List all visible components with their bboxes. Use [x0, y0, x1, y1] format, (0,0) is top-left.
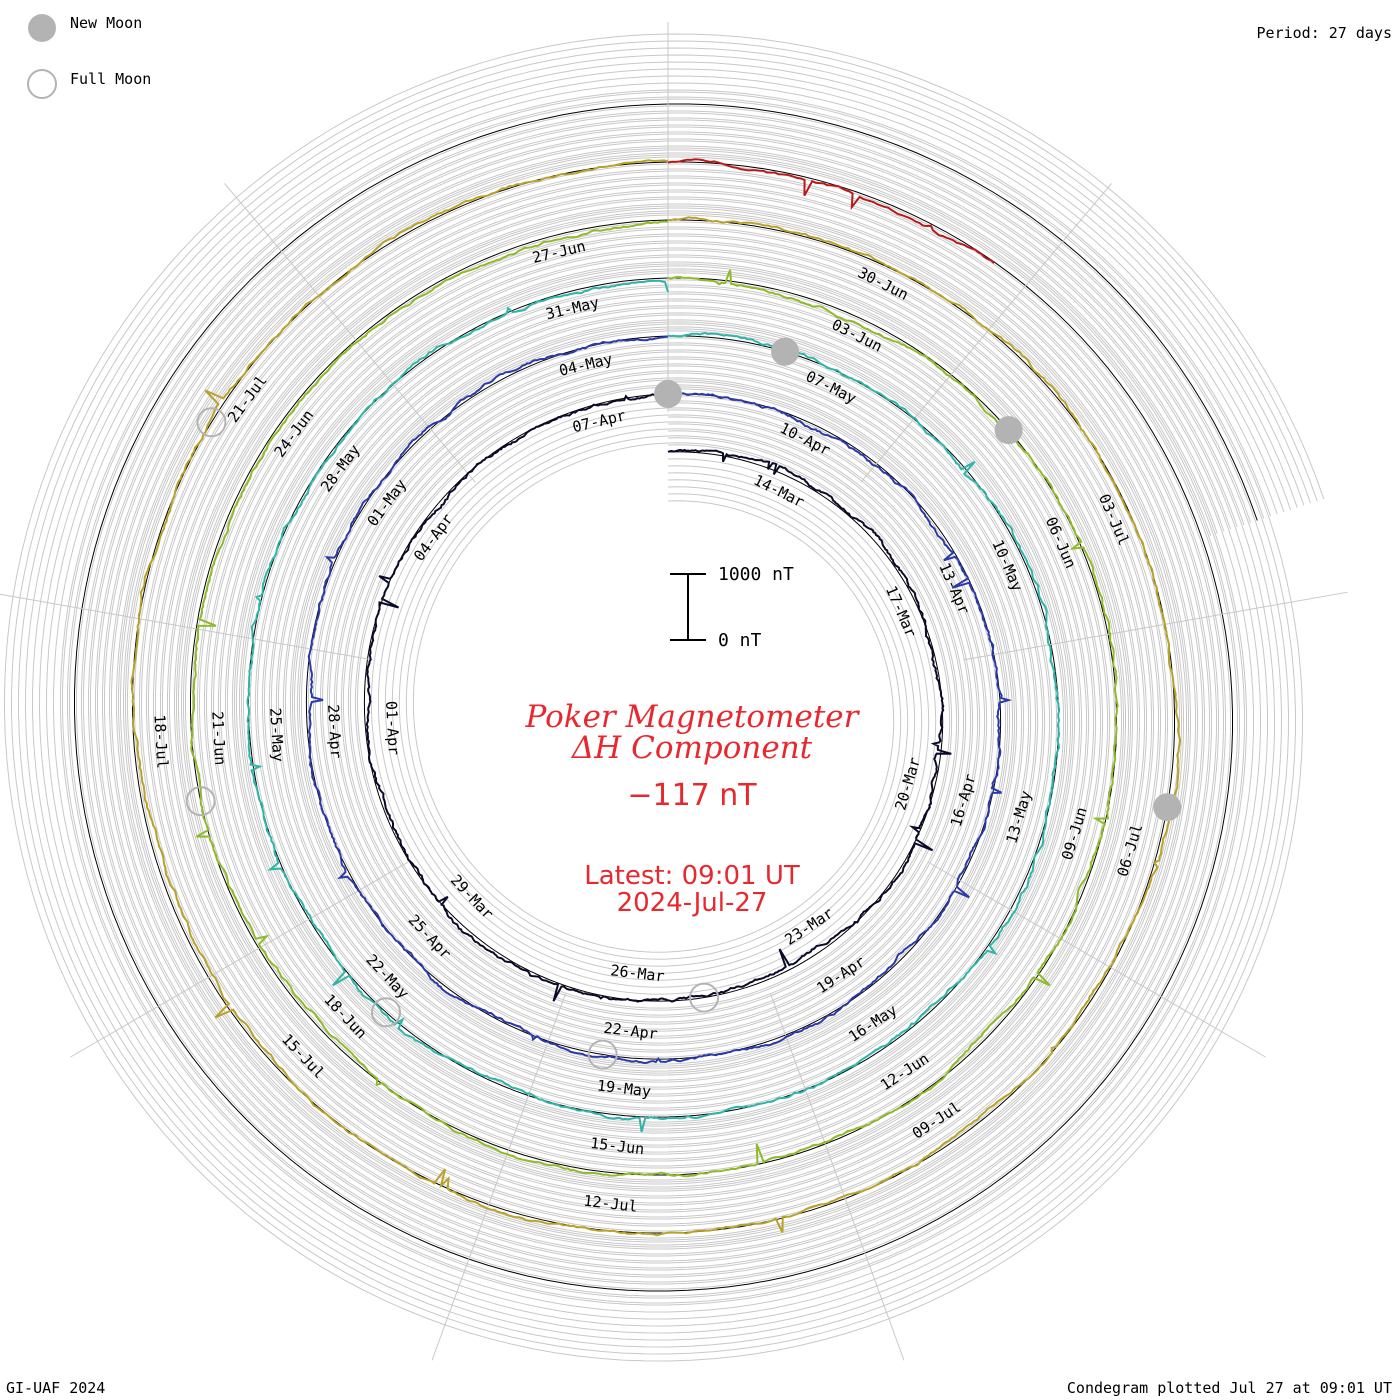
- trace-cycle-1: [365, 392, 952, 1003]
- grid-spiral: [116, 145, 1218, 1250]
- grid-spiral: [45, 75, 1285, 1320]
- grid-spiral: [17, 47, 1311, 1348]
- new-moon-marker: [771, 337, 800, 366]
- plotted-label: Condegram plotted Jul 27 at 09:01 UT: [1067, 1379, 1392, 1397]
- latest-time: Latest: 09:01 UT: [584, 861, 800, 891]
- grid-spiral: [123, 152, 1212, 1243]
- grid-spiral: [109, 138, 1225, 1257]
- chart-title: Poker Magnetometer: [525, 699, 861, 735]
- grid-spiral: [31, 61, 1298, 1334]
- grid-spiral: [81, 110, 1252, 1285]
- date-label: 21-Jun: [208, 711, 229, 766]
- latest-date: 2024-Jul-27: [617, 888, 768, 918]
- date-label: 25-May: [266, 707, 287, 762]
- spiral-grid: [0, 22, 1348, 1362]
- full-moon-marker: [370, 997, 401, 1028]
- grid-spoke: [927, 861, 1266, 1058]
- grid-spoke: [860, 183, 1112, 483]
- moon-markers: [185, 337, 1182, 1070]
- grid-spoke: [963, 591, 1348, 661]
- credit-label: GI-UAF 2024: [6, 1379, 105, 1397]
- new-moon-legend-label: New Moon: [70, 14, 142, 32]
- grid-spiral: [95, 124, 1238, 1271]
- grid-spoke: [770, 993, 905, 1361]
- grid-spiral: [60, 89, 1272, 1306]
- full-moon-marker: [185, 786, 216, 817]
- grid-spiral: [102, 131, 1232, 1264]
- full-moon-marker: [196, 407, 227, 438]
- grid-spoke: [0, 593, 373, 661]
- grid-spiral: [24, 54, 1305, 1341]
- trace-cycle-6: [667, 158, 995, 264]
- scale-bottom-label: 0 nT: [718, 630, 762, 651]
- date-label: 26-Mar: [610, 961, 666, 985]
- trace-cycle-2: [307, 335, 1013, 1065]
- grid-spiral: [38, 68, 1292, 1327]
- scale-top-label: 1000 nT: [718, 564, 794, 585]
- full-moon-marker: [689, 982, 720, 1013]
- new-moon-marker: [654, 380, 682, 408]
- grid-spoke: [224, 183, 476, 483]
- date-label: 01-Apr: [382, 700, 403, 755]
- grid-spoke: [70, 861, 409, 1058]
- scale-bar: 1000 nT 0 nT: [670, 564, 794, 651]
- data-traces: [130, 158, 1182, 1237]
- grid-spiral: [10, 40, 1318, 1355]
- new-moon-legend-icon: [28, 14, 56, 42]
- full-moon-legend-icon: [27, 69, 57, 99]
- trace-cycle-5: [130, 159, 1182, 1237]
- new-moon-marker: [994, 416, 1023, 445]
- period-label: Period: 27 days: [1257, 24, 1392, 42]
- trace-cycle-4: [190, 220, 1119, 1178]
- current-value: −117 nT: [627, 778, 757, 813]
- chart-subtitle: ΔH Component: [571, 730, 813, 766]
- grid-spiral: [67, 96, 1265, 1299]
- date-label: 18-Jul: [150, 714, 171, 769]
- grid-spiral: [52, 82, 1278, 1313]
- grid-spoke: [431, 993, 566, 1361]
- grid-spiral: [88, 117, 1245, 1278]
- new-moon-marker: [1153, 793, 1182, 822]
- trace-cycle-3: [246, 279, 1061, 1133]
- date-label: 28-Apr: [324, 704, 345, 759]
- grid-spiral: [3, 33, 1325, 1362]
- full-moon-marker: [587, 1039, 618, 1070]
- full-moon-legend-label: Full Moon: [70, 70, 151, 88]
